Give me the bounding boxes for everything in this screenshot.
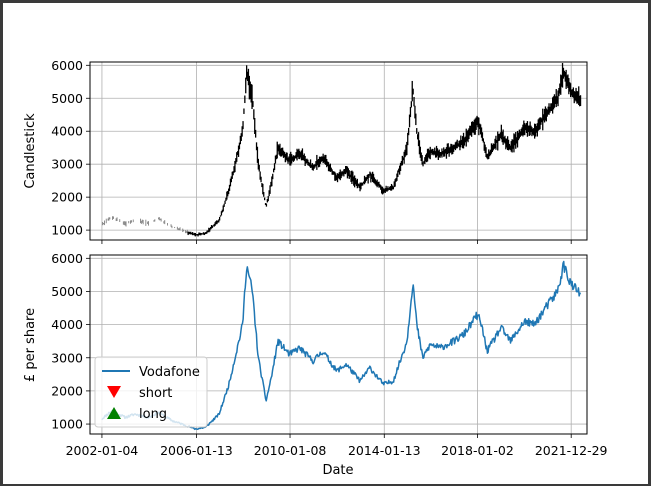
top-plot-frame bbox=[89, 61, 588, 241]
x-tick-label: 2006-01-13 bbox=[160, 443, 233, 458]
top-y-tick-label: 1000 bbox=[51, 223, 83, 238]
legend-long-label: long bbox=[139, 407, 167, 422]
x-tick-label: 2010-01-08 bbox=[254, 443, 327, 458]
bottom-y-ticks: 1000 2000 3000 4000 5000 6000 bbox=[51, 251, 90, 432]
bottom-y-axis-label: £ per share bbox=[23, 308, 38, 382]
legend-long-marker bbox=[107, 407, 121, 419]
bot-y-tick-label: 6000 bbox=[51, 251, 83, 266]
top-y-tick-label: 5000 bbox=[51, 91, 83, 106]
bottom-plot-frame bbox=[89, 254, 588, 435]
legend-short-label: short bbox=[139, 386, 172, 401]
bottom-grid bbox=[90, 255, 587, 434]
candlestick-panel: 1000 2000 3000 4000 5000 6000 Candlestick bbox=[23, 58, 588, 241]
x-axis-label: Date bbox=[322, 463, 353, 478]
legend-short-marker bbox=[107, 386, 121, 398]
x-tick-label: 2018-01-02 bbox=[441, 443, 514, 458]
top-y-tick-label: 2000 bbox=[51, 190, 83, 205]
top-plot-area bbox=[90, 62, 587, 240]
x-tick-label: 2021-12-29 bbox=[535, 443, 608, 458]
bot-y-tick-label: 1000 bbox=[51, 417, 83, 432]
x-tick-label: 2014-01-13 bbox=[348, 443, 421, 458]
bottom-x-ticks: 2002-01-04 2006-01-13 2010-01-08 2014-01-13… bbox=[66, 240, 608, 458]
top-y-tick-label: 6000 bbox=[51, 58, 83, 73]
legend: Vodafone short long bbox=[94, 356, 208, 428]
bot-y-tick-label: 5000 bbox=[51, 284, 83, 299]
top-y-tick-label: 3000 bbox=[51, 157, 83, 172]
legend-vodafone-label: Vodafone bbox=[139, 365, 200, 380]
top-y-axis-label: Candlestick bbox=[23, 113, 38, 189]
figure-canvas: 1000 2000 3000 4000 5000 6000 Candlestick 100… bbox=[23, 58, 608, 478]
top-y-tick-label: 4000 bbox=[51, 124, 83, 139]
top-y-ticks: 1000 2000 3000 4000 5000 6000 bbox=[51, 58, 90, 238]
legend-box bbox=[94, 356, 208, 428]
bot-y-tick-label: 3000 bbox=[51, 350, 83, 365]
bot-y-tick-label: 2000 bbox=[51, 383, 83, 398]
top-grid bbox=[90, 62, 587, 240]
top-candles bbox=[102, 63, 582, 237]
bot-y-tick-label: 4000 bbox=[51, 317, 83, 332]
price-line-panel: 1000 2000 3000 4000 5000 6000 2002-01-04 2006-… bbox=[23, 240, 608, 478]
x-tick-label: 2002-01-04 bbox=[66, 443, 139, 458]
